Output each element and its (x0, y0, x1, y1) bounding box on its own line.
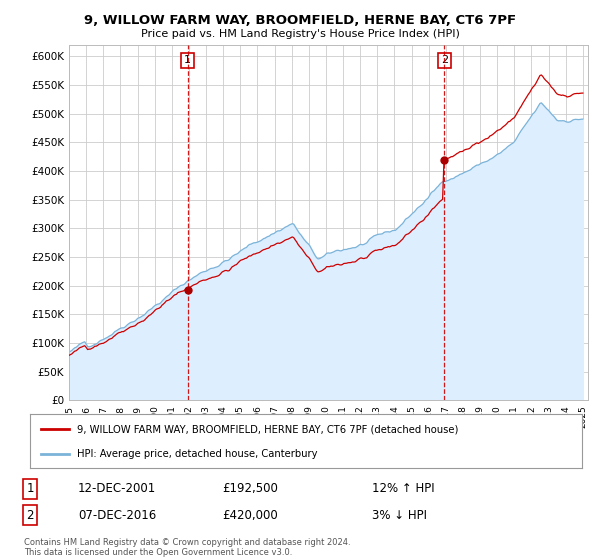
Text: 12% ↑ HPI: 12% ↑ HPI (372, 482, 434, 496)
Text: £192,500: £192,500 (222, 482, 278, 496)
Text: 1: 1 (26, 482, 34, 496)
Text: Price paid vs. HM Land Registry's House Price Index (HPI): Price paid vs. HM Land Registry's House … (140, 29, 460, 39)
Text: 07-DEC-2016: 07-DEC-2016 (78, 508, 156, 522)
Text: £420,000: £420,000 (222, 508, 278, 522)
Text: 1: 1 (184, 55, 191, 66)
Text: 9, WILLOW FARM WAY, BROOMFIELD, HERNE BAY, CT6 7PF: 9, WILLOW FARM WAY, BROOMFIELD, HERNE BA… (84, 14, 516, 27)
Text: 9, WILLOW FARM WAY, BROOMFIELD, HERNE BAY, CT6 7PF (detached house): 9, WILLOW FARM WAY, BROOMFIELD, HERNE BA… (77, 424, 458, 435)
Text: Contains HM Land Registry data © Crown copyright and database right 2024.
This d: Contains HM Land Registry data © Crown c… (24, 538, 350, 557)
Text: HPI: Average price, detached house, Canterbury: HPI: Average price, detached house, Cant… (77, 449, 317, 459)
Text: 3% ↓ HPI: 3% ↓ HPI (372, 508, 427, 522)
Text: 2: 2 (441, 55, 448, 66)
Text: 12-DEC-2001: 12-DEC-2001 (78, 482, 156, 496)
Text: 2: 2 (26, 508, 34, 522)
